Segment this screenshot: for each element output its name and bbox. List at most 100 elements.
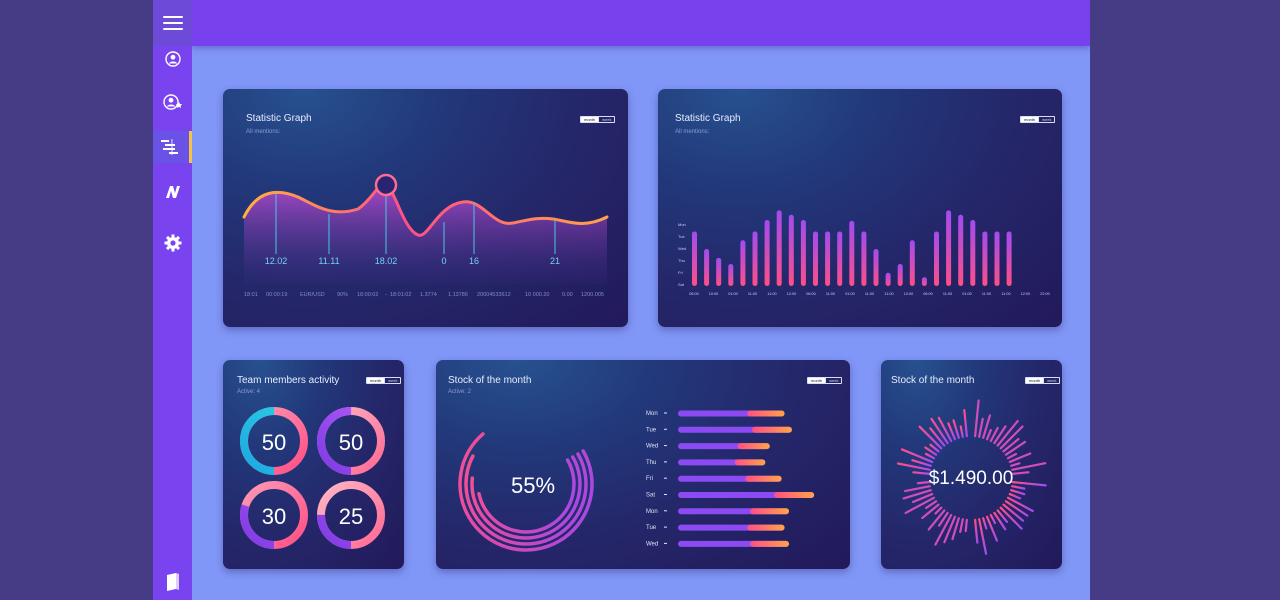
day-row[interactable]: Tue [646, 524, 785, 532]
bar[interactable] [837, 231, 843, 286]
toggle-month[interactable]: month [1021, 117, 1039, 122]
burst-ray [982, 517, 988, 530]
bar[interactable] [994, 231, 1000, 286]
card-title: Stock of the month [891, 375, 975, 386]
donut-value: 25 [339, 504, 363, 529]
bar[interactable] [800, 220, 806, 286]
bar[interactable] [704, 249, 710, 286]
bar[interactable] [716, 257, 722, 286]
bar[interactable] [788, 214, 794, 286]
bar[interactable] [909, 240, 915, 286]
day-row[interactable]: Thu [646, 459, 766, 466]
line-chart: 12.02 11.11 18.02 0 16 21 18:01 00:00:19… [242, 173, 609, 298]
progress-ring [470, 428, 582, 540]
bar[interactable] [728, 264, 734, 286]
bar[interactable] [752, 231, 758, 286]
bar-chart: Mon Tue Wed Thu Fri Sat 06:00 10:00 01:00 11:00 1… [678, 210, 1050, 296]
day-row[interactable]: Mon [646, 410, 785, 418]
burst-ray [1011, 481, 1047, 487]
bar[interactable] [946, 210, 952, 286]
bar[interactable] [982, 231, 988, 286]
bar[interactable] [692, 231, 697, 286]
donut-team-4[interactable]: 25 [317, 481, 385, 549]
day-row[interactable]: Wed [646, 540, 789, 548]
bar[interactable] [897, 264, 903, 286]
bar[interactable] [825, 231, 831, 286]
period-toggle[interactable]: month week [580, 116, 616, 123]
bar[interactable] [885, 272, 891, 286]
sidebar-item-settings[interactable] [153, 227, 192, 259]
period-toggle[interactable]: month week [366, 377, 402, 384]
burst-ray [947, 422, 957, 441]
toggle-week[interactable]: week [598, 117, 614, 122]
footer-stat: 1200.005 [581, 292, 604, 298]
marker-label: 12.02 [265, 256, 288, 266]
bar[interactable] [934, 231, 939, 286]
x-axis-label: 10:00 [709, 292, 719, 296]
gear-icon [164, 234, 181, 252]
sidebar-item-docs[interactable] [153, 566, 192, 598]
toggle-month[interactable]: month [808, 378, 826, 383]
toggle-month[interactable]: month [367, 378, 385, 383]
footer-stat: 20004533612 [477, 292, 511, 298]
day-row[interactable]: Wed [646, 443, 770, 450]
x-axis-label: 11:00 [1001, 292, 1010, 296]
day-row[interactable]: Tue [646, 426, 792, 434]
hamburger-menu-button[interactable] [153, 0, 192, 46]
day-row[interactable]: Mon [646, 508, 789, 515]
bar[interactable] [813, 231, 818, 286]
donut-team-3[interactable]: 30 [240, 481, 308, 549]
sidebar-item-brand[interactable] [153, 176, 192, 208]
period-toggle[interactable]: month week [1025, 377, 1061, 384]
highlight-point[interactable] [374, 173, 398, 197]
sidebar-item-favorites[interactable] [153, 86, 192, 118]
day-row[interactable]: Fri [646, 475, 782, 483]
line-series [242, 183, 609, 237]
bar[interactable] [776, 210, 782, 286]
burst-ray [929, 427, 946, 447]
burst-ray [1011, 471, 1030, 475]
bar[interactable] [849, 220, 855, 286]
bar[interactable] [921, 277, 927, 286]
burst-ray [1011, 462, 1047, 471]
sidebar-item-reports[interactable] [153, 131, 192, 163]
toggle-month[interactable]: month [581, 117, 599, 122]
card-title: Statistic Graph [246, 113, 312, 124]
bar[interactable] [740, 240, 746, 286]
bar[interactable] [873, 249, 879, 286]
hamburger-line [162, 16, 183, 18]
marker-label: 16 [469, 256, 479, 266]
bar[interactable] [958, 214, 964, 286]
hamburger-line [162, 28, 183, 30]
y-axis-label: Tue [678, 234, 686, 239]
footer-stat: 1.3774 [420, 292, 437, 298]
stock-amount-card: Stock of the month month week $1.490.00 [881, 360, 1062, 569]
burst-ray [911, 492, 934, 504]
hamburger-line [162, 22, 183, 24]
donut-team-2[interactable]: 50 [317, 407, 385, 475]
period-toggle[interactable]: month week [1020, 116, 1056, 123]
team-activity-card: Team members activity Active: 4 month we… [223, 360, 404, 569]
bar[interactable] [970, 220, 976, 286]
footer-stat: - [385, 292, 387, 298]
toggle-week[interactable]: week [1038, 117, 1054, 122]
period-toggle[interactable]: month week [807, 377, 843, 384]
donut-team-1[interactable]: 50 [240, 407, 308, 475]
bar[interactable] [764, 220, 770, 286]
bar[interactable] [861, 231, 867, 286]
marker-label: 0 [441, 256, 446, 266]
x-axis-label: 11:00 [943, 292, 952, 296]
day-row[interactable]: Sat [646, 492, 815, 499]
toggle-week[interactable]: week [384, 378, 400, 383]
toggle-week[interactable]: week [825, 378, 841, 383]
user-favorite-icon [162, 94, 182, 110]
sidebar-item-profile[interactable] [153, 43, 192, 75]
bar-highlight [747, 410, 785, 417]
toggle-week[interactable]: week [1043, 378, 1059, 383]
burst-ray [1010, 462, 1021, 467]
toggle-month[interactable]: month [1026, 378, 1044, 383]
day-label: Fri [646, 476, 653, 482]
gantt-icon [161, 139, 178, 155]
bar[interactable] [1006, 231, 1012, 286]
footer-stat: 90% [337, 292, 348, 298]
